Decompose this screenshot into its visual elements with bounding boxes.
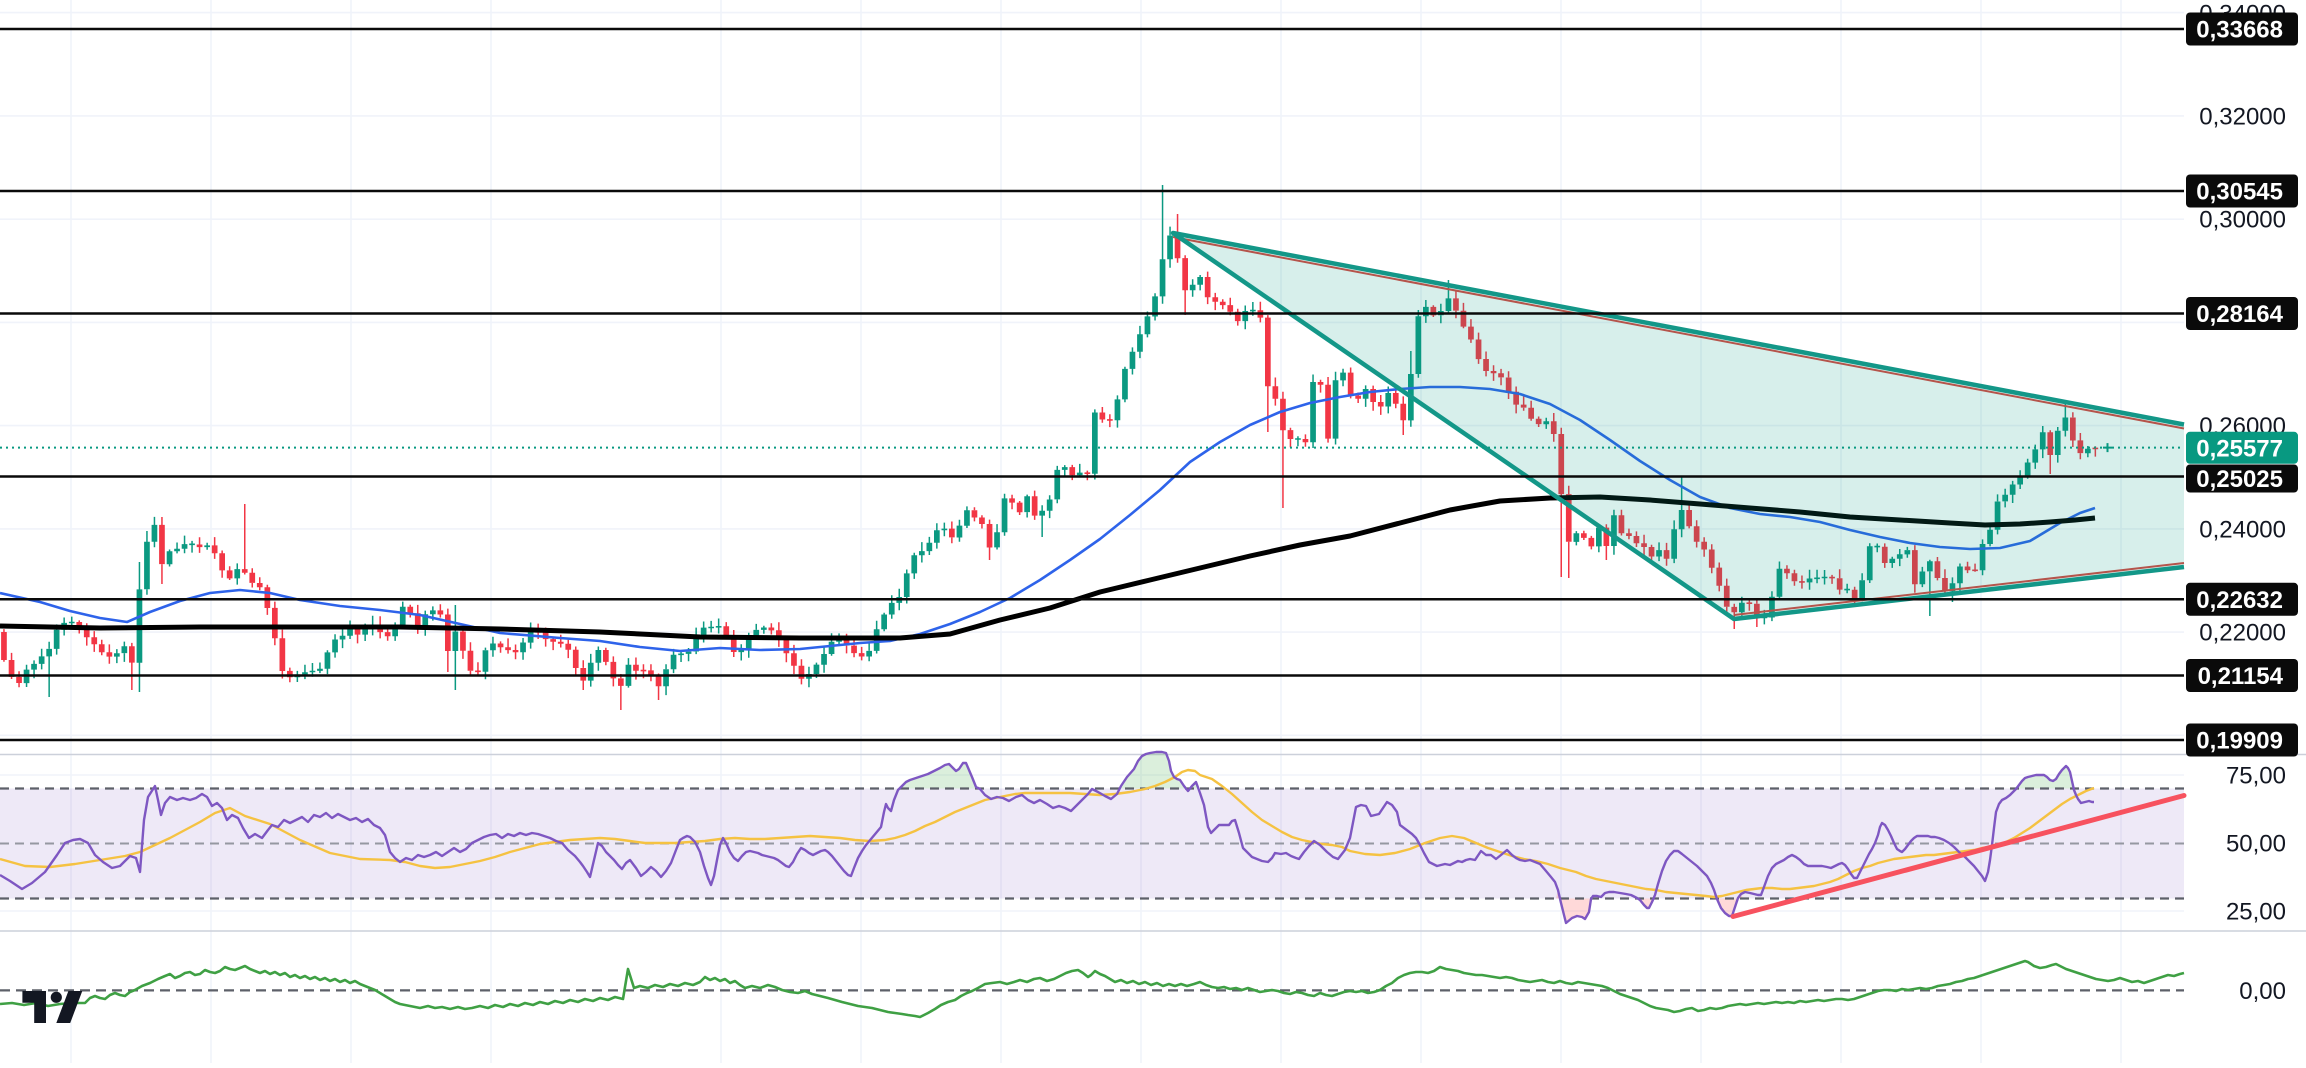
svg-text:0,22632: 0,22632 <box>2196 587 2283 614</box>
svg-text:0,32000: 0,32000 <box>2199 103 2286 130</box>
svg-text:0,30000: 0,30000 <box>2199 207 2286 234</box>
svg-text:75,00: 75,00 <box>2226 763 2286 790</box>
svg-text:0,28164: 0,28164 <box>2196 301 2283 328</box>
svg-text:0,00: 0,00 <box>2239 978 2286 1005</box>
svg-text:0,25025: 0,25025 <box>2196 466 2283 493</box>
svg-text:0,19909: 0,19909 <box>2196 728 2283 755</box>
svg-text:50,00: 50,00 <box>2226 831 2286 858</box>
svg-text:0,21154: 0,21154 <box>2198 663 2284 690</box>
svg-text:0,30545: 0,30545 <box>2196 179 2283 206</box>
svg-text:25,00: 25,00 <box>2226 899 2286 926</box>
svg-text:0,25577: 0,25577 <box>2196 435 2283 462</box>
svg-text:0,24000: 0,24000 <box>2199 516 2286 543</box>
svg-text:0,22000: 0,22000 <box>2199 620 2286 647</box>
svg-text:0,33668: 0,33668 <box>2196 17 2283 44</box>
